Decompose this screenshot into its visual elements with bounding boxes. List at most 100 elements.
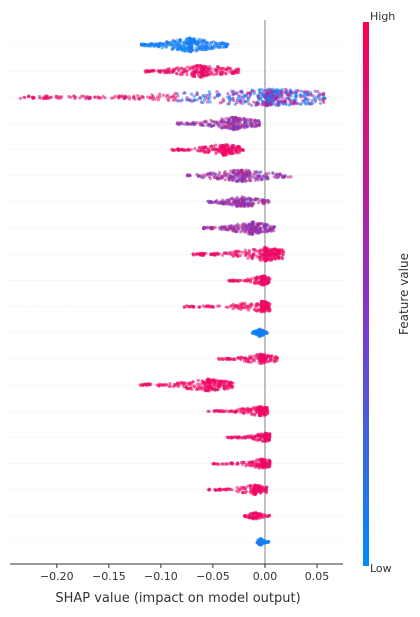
shap-point [147,69,151,73]
shap-point [198,47,202,51]
shap-point [258,279,262,284]
shap-point [187,173,191,177]
shap-point [223,178,227,182]
shap-point [322,100,326,104]
shap-point [263,96,267,100]
shap-point [244,168,248,172]
shap-point [273,249,277,253]
shap-point [242,116,247,121]
shap-point [268,102,272,107]
shap-point [265,539,270,544]
shap-point [266,435,270,439]
shap-point [236,172,240,176]
row-grid-lines [10,44,343,543]
shap-point [93,95,97,99]
shap-point [230,89,234,93]
shap-point [228,151,232,156]
shap-point [223,227,227,231]
shap-point [196,41,200,45]
shap-point [255,511,259,516]
feature-row [225,431,272,444]
shap-point [204,67,208,71]
shap-point [260,174,265,178]
shap-point [209,41,213,45]
shap-point [30,95,35,99]
shap-point [184,386,188,390]
shap-point [260,178,264,182]
feature-row [242,510,272,521]
shap-point [151,97,155,102]
shap-point [254,119,258,123]
shap-point [171,38,175,43]
shap-point [271,171,275,176]
shap-point [257,408,261,412]
shap-point [220,253,225,257]
shap-point [289,94,293,98]
shap-point [247,248,251,253]
shap-point [260,302,264,306]
shap-point [215,378,219,382]
shap-point [265,405,269,410]
shap-point [44,94,48,98]
shap-point [247,169,251,173]
shap-point [190,41,194,45]
shap-point [242,306,246,310]
shap-point [284,90,288,94]
shap-point [96,96,100,100]
shap-point [230,252,234,256]
shap-point [231,302,235,307]
shap-point [217,462,221,466]
shap-point [201,67,205,71]
shap-point [207,381,211,385]
shap-point [219,488,223,492]
shap-point [127,95,131,99]
shap-point [296,89,301,93]
shap-point [160,43,164,47]
shap-point [247,360,251,364]
shap-point [201,385,205,390]
shap-point [247,515,251,519]
shap-point [207,90,212,94]
shap-point [224,116,228,120]
shap-point [266,360,270,364]
shap-point [206,409,210,413]
shap-point [270,248,275,252]
shap-point [225,462,229,466]
shap-point [208,176,212,181]
shap-point [273,359,277,363]
shap-point [242,490,246,495]
shap-point [215,251,219,256]
shap-point [228,435,232,439]
shap-point [146,95,150,99]
shap-point [249,514,254,518]
shap-point [232,120,236,124]
shap-point [209,226,214,230]
shap-point [276,252,280,256]
shap-point [253,465,258,469]
shap-point [259,536,263,541]
shap-point [306,90,310,94]
shap-point [213,488,217,492]
shap-point [54,95,58,99]
x-tick-label: −0.10 [144,570,178,583]
shap-point [264,100,268,104]
shap-point [255,197,259,201]
shap-point [305,93,309,97]
shap-point [213,388,217,392]
shap-point [183,68,187,72]
shap-point [82,94,86,98]
shap-point [201,94,205,98]
feature-row [216,352,280,366]
shap-point [264,309,268,313]
shap-point [170,147,174,151]
shap-point [170,95,174,99]
shap-point [228,462,232,466]
colorbar-high-label: High [370,10,395,23]
shap-point [23,95,27,100]
shap-point [265,331,269,335]
shap-point [263,249,267,253]
shap-point [213,384,217,389]
shap-point [251,412,255,416]
shap-point [243,436,248,440]
